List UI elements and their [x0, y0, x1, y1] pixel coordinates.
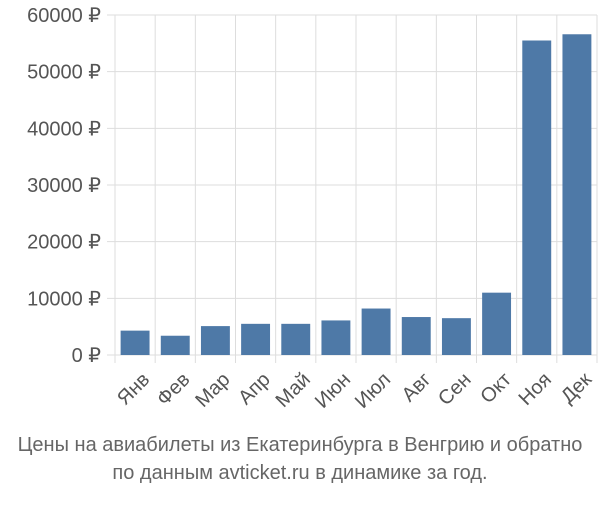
grid — [107, 14, 598, 363]
y-tick-label: 0 ₽ — [72, 345, 102, 367]
bar — [482, 292, 512, 355]
bar — [160, 335, 190, 355]
x-tick-label: Авг — [398, 369, 436, 407]
x-tick-label: Дек — [557, 368, 596, 407]
bar — [120, 330, 150, 355]
y-tick-label: 10000 ₽ — [27, 288, 101, 310]
bar — [241, 323, 271, 355]
bar — [522, 40, 552, 355]
y-axis-ticks: 0 ₽ 10000 ₽ 20000 ₽ 30000 ₽ 40000 ₽ 50000 ₽ 60… — [27, 5, 101, 367]
bar — [401, 317, 431, 355]
x-tick-label: Май — [272, 369, 315, 412]
bar — [562, 34, 592, 356]
bar — [441, 318, 471, 355]
bars — [120, 34, 592, 356]
x-tick-label: Окт — [476, 369, 515, 408]
x-tick-label: Мар — [191, 369, 234, 412]
x-tick-label: Июл — [351, 369, 395, 413]
y-tick-label: 40000 ₽ — [27, 118, 101, 140]
chart-caption-line-2: по данным avticket.ru в динамике за год. — [112, 462, 488, 484]
bar — [361, 308, 391, 355]
y-tick-label: 60000 ₽ — [27, 5, 101, 27]
x-tick-label: Янв — [113, 369, 154, 410]
y-tick-label: 50000 ₽ — [27, 62, 101, 84]
x-tick-label: Фев — [153, 369, 195, 411]
y-tick-label: 30000 ₽ — [27, 175, 101, 197]
bar — [281, 323, 311, 355]
y-tick-label: 20000 ₽ — [27, 232, 101, 254]
x-tick-label: Ноя — [515, 369, 556, 410]
bar — [321, 320, 351, 355]
x-tick-label: Сен — [434, 369, 475, 410]
x-tick-label: Апр — [234, 369, 275, 410]
x-tick-label: Июн — [311, 369, 355, 413]
chart-caption-line-1: Цены на авиабилеты из Екатеринбурга в Ве… — [17, 434, 583, 456]
bar — [200, 326, 230, 355]
